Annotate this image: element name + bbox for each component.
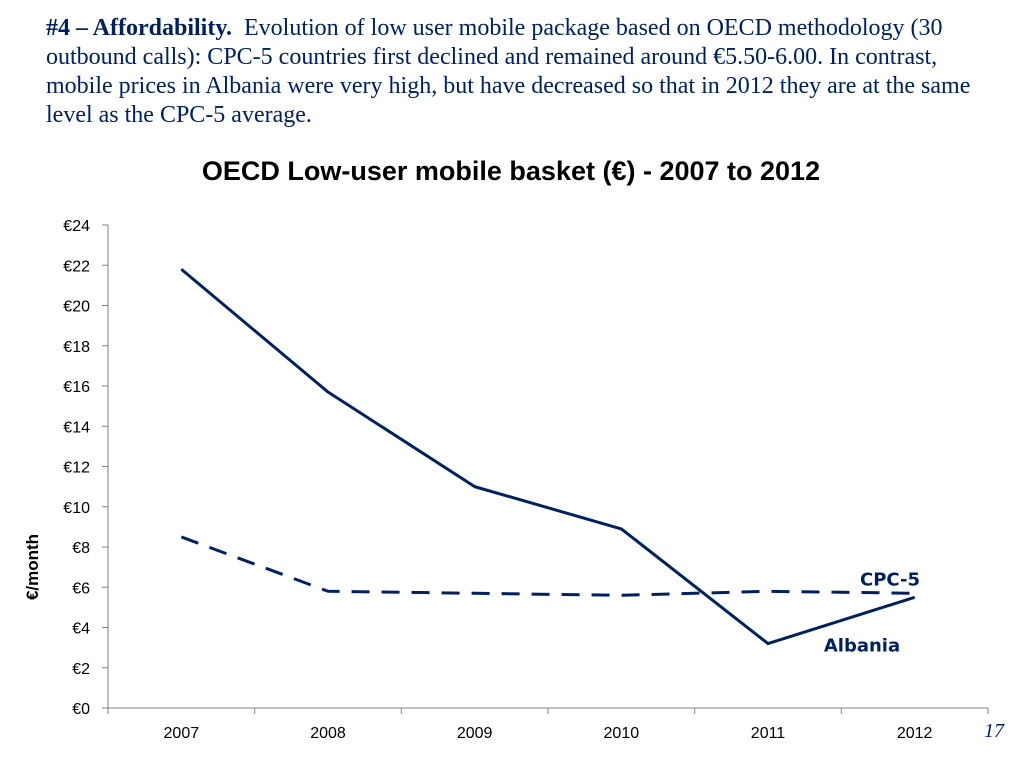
x-tick-label: 2012 <box>897 725 933 742</box>
x-tick-label: 2011 <box>751 725 786 742</box>
x-axis-ticks: 2007 2008 2009 2010 2011 2012 <box>107 708 989 742</box>
chart: OECD Low-user mobile basket (€) - 2007 t… <box>23 156 989 742</box>
y-tick-label: €10 <box>63 500 90 517</box>
y-axis-ticks: €0 €2 €4 €6 €8 €10 €12 €14 €16 €18 €20 €22 €24 <box>63 218 108 718</box>
y-tick-label: €0 <box>72 701 90 718</box>
series-line-albania <box>180 268 916 646</box>
y-tick-label: €4 <box>72 621 90 638</box>
page-number: 17 <box>984 720 1004 742</box>
y-axis-title: €/month <box>23 534 42 600</box>
y-tick-label: €8 <box>72 540 90 557</box>
series-line-cpc-5 <box>180 535 915 597</box>
x-tick-label: 2008 <box>310 725 346 742</box>
x-tick-label: 2010 <box>604 725 640 742</box>
series-lines <box>180 268 916 646</box>
y-tick-label: €6 <box>72 580 90 597</box>
series-label-cpc-5: CPC-5 <box>860 569 920 590</box>
y-tick-label: €14 <box>63 419 90 436</box>
y-tick-label: €22 <box>63 258 90 275</box>
intro-paragraph: #4 – Affordability. Evolution of low use… <box>46 14 1006 130</box>
y-tick-label: €2 <box>72 661 90 678</box>
y-tick-label: €20 <box>63 299 90 316</box>
series-labels: CPC-5 Albania <box>824 569 920 656</box>
y-tick-label: €16 <box>63 379 90 396</box>
series-label-albania: Albania <box>824 635 900 656</box>
intro-lead: #4 – Affordability. <box>46 15 233 41</box>
x-tick-label: 2007 <box>164 725 200 742</box>
x-tick-label: 2009 <box>457 725 493 742</box>
y-tick-label: €24 <box>63 218 90 235</box>
chart-title: OECD Low-user mobile basket (€) - 2007 t… <box>202 156 820 186</box>
y-tick-label: €12 <box>63 460 90 477</box>
intro-text: Evolution of low user mobile package bas… <box>46 15 971 128</box>
y-tick-label: €18 <box>63 339 90 356</box>
